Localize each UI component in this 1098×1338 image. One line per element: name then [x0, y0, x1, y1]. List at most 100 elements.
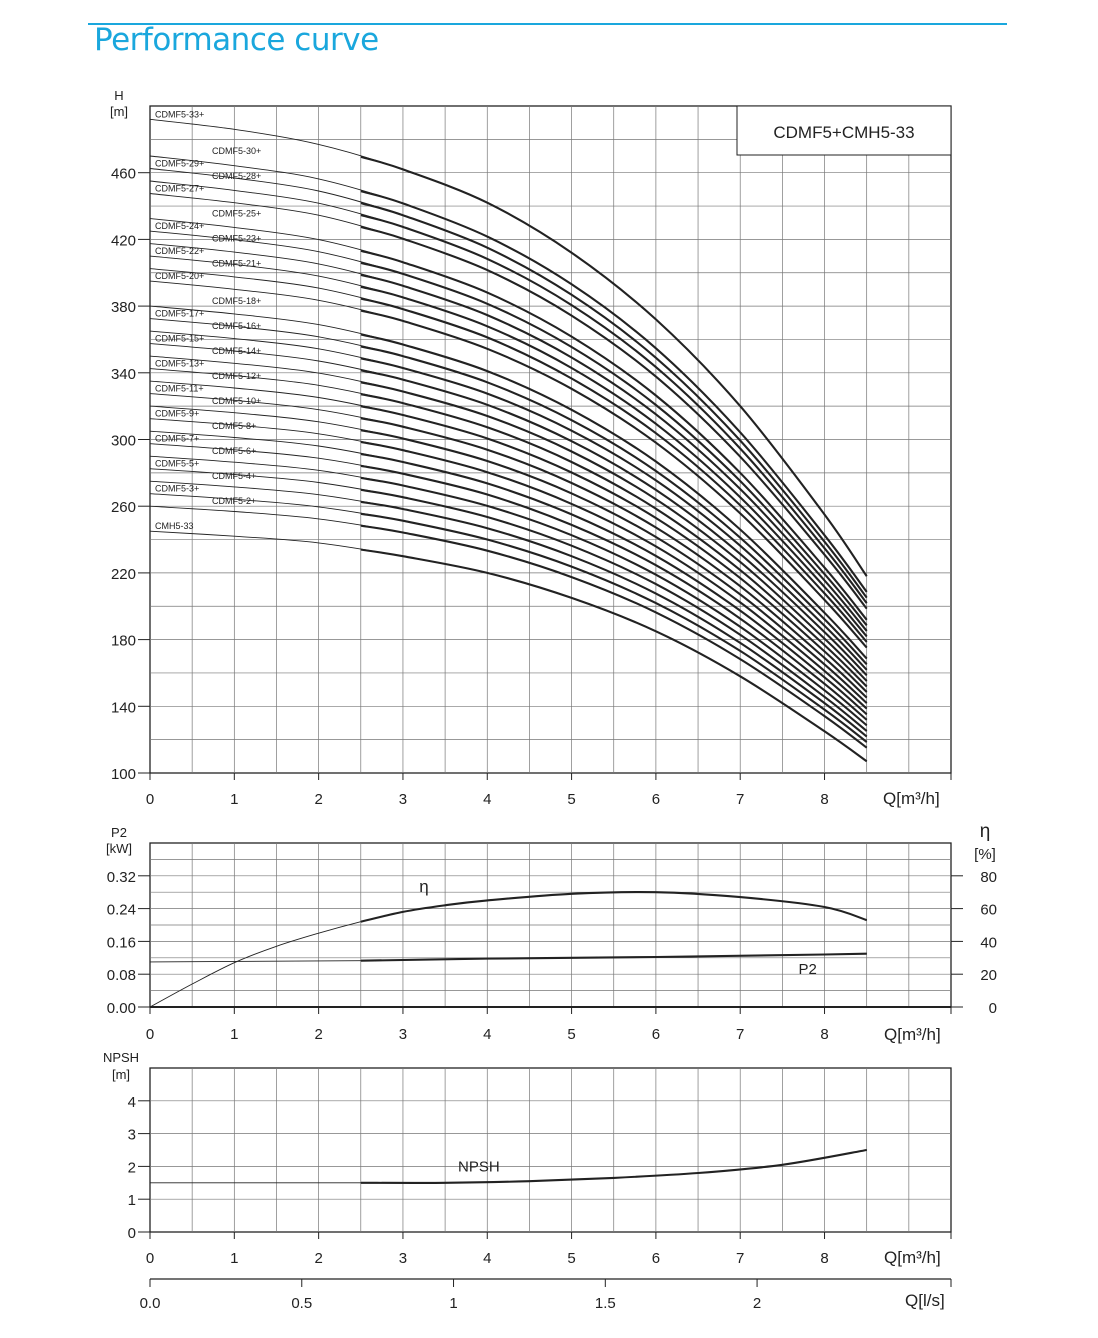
curve-label: CDMF5-5+ — [155, 459, 199, 469]
curve-thick — [360, 381, 868, 682]
npsh-curve — [360, 1148, 867, 1184]
curve-thick — [360, 500, 868, 738]
curve-thick — [360, 452, 868, 716]
curve-label: CDMF5-24+ — [155, 221, 204, 231]
lps-axis-label: Q[l/s] — [905, 1291, 945, 1310]
x-tick-label: 5 — [567, 791, 575, 808]
curve-thick — [360, 369, 868, 677]
curve-label: CDMF5-8+ — [212, 421, 256, 431]
curve-thick — [360, 488, 868, 732]
y2-tick-label: 40 — [980, 934, 997, 951]
curve-thick — [360, 285, 868, 638]
curve-label: CDMF5-9+ — [155, 409, 199, 419]
lps-tick-label: 1 — [449, 1295, 457, 1312]
curve-thick — [360, 405, 868, 693]
y2-axis-unit: [%] — [974, 846, 996, 863]
power-label: P2 — [798, 961, 816, 978]
curve-thin — [149, 443, 867, 721]
x-tick-label: 5 — [567, 1026, 575, 1043]
curve-thick — [360, 345, 868, 666]
y-tick-label: 220 — [111, 566, 136, 583]
y2-tick-label: 20 — [980, 967, 997, 984]
y-axis-label: NPSH — [103, 1050, 139, 1065]
curve-label: CDMF5-17+ — [155, 309, 204, 319]
y-tick-label: 4 — [128, 1094, 136, 1111]
x-tick-label: 2 — [314, 1250, 322, 1267]
y-axis-label: H — [114, 88, 123, 103]
x-tick-label: 2 — [314, 1026, 322, 1043]
curve-label: CDMF5-18+ — [212, 296, 261, 306]
curve-thick — [360, 548, 868, 763]
x-tick-label: 4 — [483, 1026, 491, 1043]
x-tick-label: 8 — [820, 1250, 828, 1267]
y-tick-label: 0.32 — [107, 869, 136, 886]
y2-axis-label: η — [980, 821, 991, 842]
curve-label: CDMF5-25+ — [212, 209, 261, 219]
y-tick-label: 340 — [111, 366, 136, 383]
curve-label: CDMF5-29+ — [155, 159, 204, 169]
curve-thick — [360, 429, 868, 704]
x-tick-label: 6 — [652, 791, 660, 808]
power-efficiency-chart: 0 1 2 3 4 5 6 7 8 0.00 0.08 0.16 0.24 0.32 0 20 40 60 80 P2… — [106, 821, 997, 1044]
curve-thick — [360, 190, 868, 593]
y-tick-label: 260 — [111, 499, 136, 516]
curve-thick — [360, 512, 868, 743]
x-tick-label: 1 — [230, 1026, 238, 1043]
y-tick-label: 2 — [128, 1159, 136, 1176]
y2-tick-label: 80 — [980, 869, 997, 886]
curve-label: CDMF5-6+ — [212, 446, 256, 456]
x-tick-label: 0 — [146, 791, 154, 808]
y-axis-label: P2 — [111, 825, 127, 840]
curve-thick — [360, 297, 868, 643]
x-tick-label: 4 — [483, 791, 491, 808]
y-tick-label: 0.24 — [107, 902, 136, 919]
head-chart: 0 1 2 3 4 5 6 7 8 100 140 180 220 260 300 340 380 420 460 H… — [110, 88, 952, 808]
y-tick-label: 180 — [111, 633, 136, 650]
curve-thick — [360, 417, 868, 699]
x-axis-label: Q[m³/h] — [884, 1025, 941, 1044]
y-axis-unit: [m] — [112, 1067, 130, 1082]
curve-label: CMH5-33 — [155, 521, 194, 531]
x-tick-label: 0 — [146, 1026, 154, 1043]
efficiency-curve-thin — [149, 891, 867, 1008]
curve-thick — [360, 261, 868, 626]
x-tick-label: 7 — [736, 791, 744, 808]
curve-label: CDMF5-4+ — [212, 471, 256, 481]
x-tick-label: 1 — [230, 791, 238, 808]
curve-thick — [360, 309, 868, 649]
curve-thick — [360, 524, 868, 749]
curve-label: CDMF5-21+ — [212, 259, 261, 269]
x-tick-label: 5 — [567, 1250, 575, 1267]
x-tick-label: 8 — [820, 791, 828, 808]
curve-thin — [149, 305, 868, 659]
curve-thick — [360, 464, 868, 721]
y-axis-unit: [m] — [110, 104, 128, 119]
curve-thick — [360, 202, 868, 599]
x-tick-label: 3 — [399, 1250, 407, 1267]
npsh-chart: 0 1 2 3 4 5 6 7 8 0 1 2 3 4 NPSH [m] Q[m³/h] NPSH 0.0 0.5 1 1… — [103, 1050, 952, 1312]
y-tick-label: 0 — [128, 1225, 136, 1242]
y-tick-label: 380 — [111, 299, 136, 316]
lps-tick-label: 2 — [753, 1295, 761, 1312]
npsh-label: NPSH — [458, 1159, 500, 1176]
x-tick-label: 3 — [399, 791, 407, 808]
efficiency-curve — [360, 890, 868, 923]
y-tick-label: 1 — [128, 1192, 136, 1209]
y-tick-label: 140 — [111, 699, 136, 716]
x-axis-label: Q[m³/h] — [884, 1248, 941, 1267]
curve-label: CDMF5-10+ — [212, 396, 261, 406]
curve-label: CDMF5-28+ — [212, 171, 261, 181]
curve-thick — [360, 225, 868, 610]
y-axis-unit: [kW] — [106, 841, 132, 856]
y-tick-label: 100 — [111, 766, 136, 783]
x-tick-label: 6 — [652, 1250, 660, 1267]
curve-thick — [360, 155, 868, 577]
curve-label: CDMF5-7+ — [155, 434, 199, 444]
title-rule — [88, 23, 1007, 25]
curve-thick — [360, 249, 868, 621]
curve-thick — [360, 214, 868, 604]
curve-label: CDMF5-15+ — [155, 334, 204, 344]
x-tick-label: 8 — [820, 1026, 828, 1043]
curve-label: CDMF5-11+ — [155, 384, 204, 394]
